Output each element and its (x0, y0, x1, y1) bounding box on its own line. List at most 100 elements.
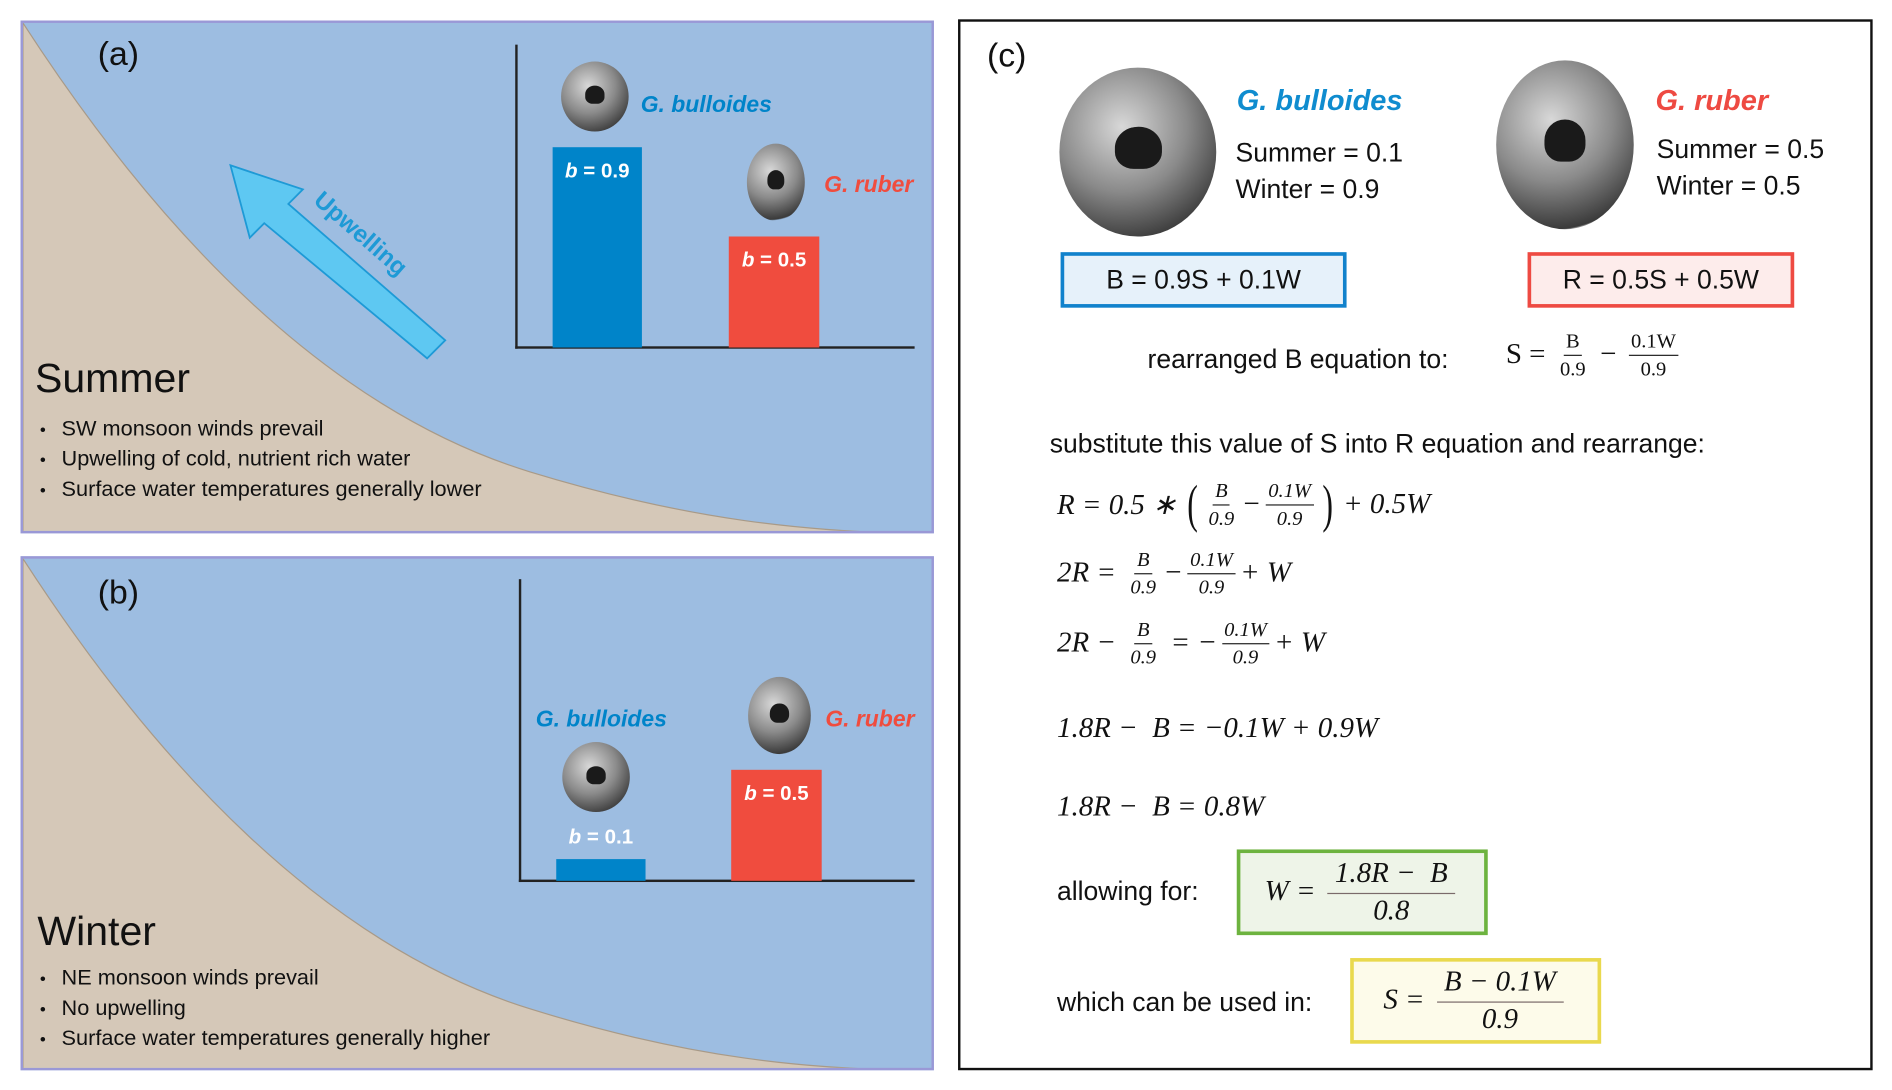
math-text: + 0.5W (1335, 488, 1431, 520)
numerator: B (1134, 618, 1152, 645)
equation-step-5: 1.8R − B = 0.8W (1057, 792, 1264, 825)
species-label-bulloides: G. bulloides (640, 92, 772, 119)
parenthesis: ( (1187, 474, 1198, 534)
denominator: 0.9 (1232, 645, 1259, 669)
fraction: B 0.9 (1558, 329, 1588, 381)
species-label-ruber: G. ruber (824, 172, 914, 198)
parenthesis: ) (1321, 474, 1333, 534)
denominator: 0.9 (1130, 575, 1157, 599)
fraction: B − 0.1W 0.9 (1436, 966, 1564, 1036)
fraction: 0.1W 0.9 (1628, 329, 1679, 381)
panel-label: (a) (97, 34, 140, 73)
bar-value-label: b = 0.9 (565, 158, 630, 182)
allowing-label: allowing for: (1056, 875, 1199, 907)
bullet-item: SW monsoon winds prevail (40, 414, 482, 444)
w-equation: W = 1.8R − B 0.8 (1265, 857, 1460, 927)
equation-box-R: R = 0.5S + 0.5W (1527, 252, 1795, 308)
panel-b-winter: (b) b = 0.1 b = 0.5 G. bulloides G. rube… (20, 556, 934, 1071)
panel-label: (c) (986, 36, 1027, 74)
fraction: 0.1W 0.9 (1187, 548, 1236, 600)
seafloor-slope (22, 558, 855, 1068)
season-title: Summer (34, 355, 191, 402)
species-title-bulloides: G. bulloides (1236, 84, 1403, 118)
bar-value-label: b = 0.1 (568, 825, 634, 849)
substitute-label: substitute this value of S into R equati… (1049, 428, 1705, 459)
bullet-item: Surface water temperatures generally hig… (40, 1023, 491, 1053)
foram-ruber-image (1496, 60, 1634, 230)
numerator: 0.1W (1265, 478, 1314, 505)
denominator: 0.9 (1640, 357, 1667, 381)
equation-step-3: 2R − B 0.9 = −0.1W 0.9 + W (1057, 618, 1325, 670)
foram-bulloides-image (562, 742, 630, 813)
denominator: 0.9 (1198, 575, 1225, 599)
panel-label: (b) (97, 573, 140, 611)
numerator: 0.1W (1628, 329, 1679, 356)
denominator: 0.8 (1373, 894, 1410, 927)
math-text: 2R − (1056, 627, 1124, 659)
math-text: W = (1264, 875, 1323, 908)
bullet-list: SW monsoon winds prevail Upwelling of co… (40, 414, 482, 504)
result-box-S: S = B − 0.1W 0.9 (1350, 958, 1602, 1044)
rearranged-equation: S = B 0.9 − 0.1W 0.9 (1506, 329, 1683, 381)
ruber-winter: Winter = 0.5 (1656, 170, 1801, 201)
fraction: B 0.9 (1206, 478, 1236, 530)
y-axis (518, 579, 521, 883)
math-text: + W (1274, 627, 1325, 659)
denominator: 0.9 (1130, 645, 1157, 669)
foram-bulloides-image (1059, 67, 1217, 237)
math-text: = − (1163, 627, 1217, 659)
bullet-item: Upwelling of cold, nutrient rich water (40, 444, 482, 474)
math-text: S = (1383, 984, 1432, 1016)
denominator: 0.9 (1481, 1003, 1519, 1035)
numerator: 1.8R − B (1327, 857, 1455, 894)
result-box-W: W = 1.8R − B 0.8 (1236, 849, 1488, 936)
bullet-item: Surface water temperatures generally low… (40, 474, 482, 504)
fraction: 0.1W 0.9 (1221, 618, 1270, 670)
numerator: B (1134, 548, 1152, 575)
math-text: − (1592, 339, 1624, 371)
bullet-list: NE monsoon winds prevail No upwelling Su… (40, 963, 491, 1053)
numerator: 0.1W (1187, 548, 1236, 575)
bulloides-summer: Summer = 0.1 (1235, 137, 1404, 168)
foram-ruber-image (746, 143, 805, 221)
ruber-summer: Summer = 0.5 (1656, 133, 1825, 165)
bar-ruber: b = 0.5 (731, 769, 822, 881)
species-title-ruber: G. ruber (1655, 84, 1769, 118)
math-text: 1.8R − B = 0.8W (1056, 791, 1265, 823)
season-title: Winter (37, 908, 156, 955)
bullet-item: No upwelling (40, 993, 490, 1023)
numerator: B (1212, 478, 1231, 505)
y-axis (515, 44, 518, 349)
panel-c-equations: (c) G. bulloides Summer = 0.1 Winter = 0… (958, 19, 1873, 1071)
numerator: B − 0.1W (1436, 966, 1564, 1003)
denominator: 0.9 (1560, 357, 1586, 381)
bar-value-label: b = 0.5 (741, 247, 807, 271)
numerator: B (1563, 329, 1583, 356)
math-text: S = (1505, 339, 1553, 371)
bar-value-label: b = 0.5 (744, 781, 809, 805)
math-text: 2R = (1056, 557, 1124, 589)
math-text: 1.8R − B = −0.1W + 0.9W (1056, 713, 1379, 745)
bar-bulloides (556, 858, 646, 881)
rearranged-label: rearranged B equation to: (1147, 343, 1449, 375)
bar-ruber: b = 0.5 (728, 235, 820, 348)
panel-a-summer: (a) Upwelling b = 0.9 b = 0.5 G. bulloid… (20, 20, 934, 534)
x-axis (518, 879, 915, 883)
equation-step-4: 1.8R − B = −0.1W + 0.9W (1057, 713, 1378, 746)
species-label-ruber: G. ruber (825, 707, 915, 733)
bulloides-winter: Winter = 0.9 (1235, 173, 1380, 204)
numerator: 0.1W (1221, 618, 1270, 645)
math-text: + W (1240, 557, 1291, 589)
denominator: 0.9 (1208, 506, 1235, 530)
foram-bulloides-image (561, 61, 629, 132)
seafloor-slope (22, 22, 859, 531)
fraction: B 0.9 (1128, 618, 1158, 670)
math-text: − (1241, 488, 1261, 520)
fraction: 0.1W 0.9 (1265, 478, 1314, 530)
math-text: − (1163, 557, 1183, 589)
fraction: 1.8R − B 0.8 (1327, 857, 1455, 927)
math-text: R = 0.5 ∗ (1056, 489, 1184, 521)
denominator: 0.9 (1276, 506, 1303, 530)
bar-bulloides: b = 0.9 (552, 146, 642, 348)
